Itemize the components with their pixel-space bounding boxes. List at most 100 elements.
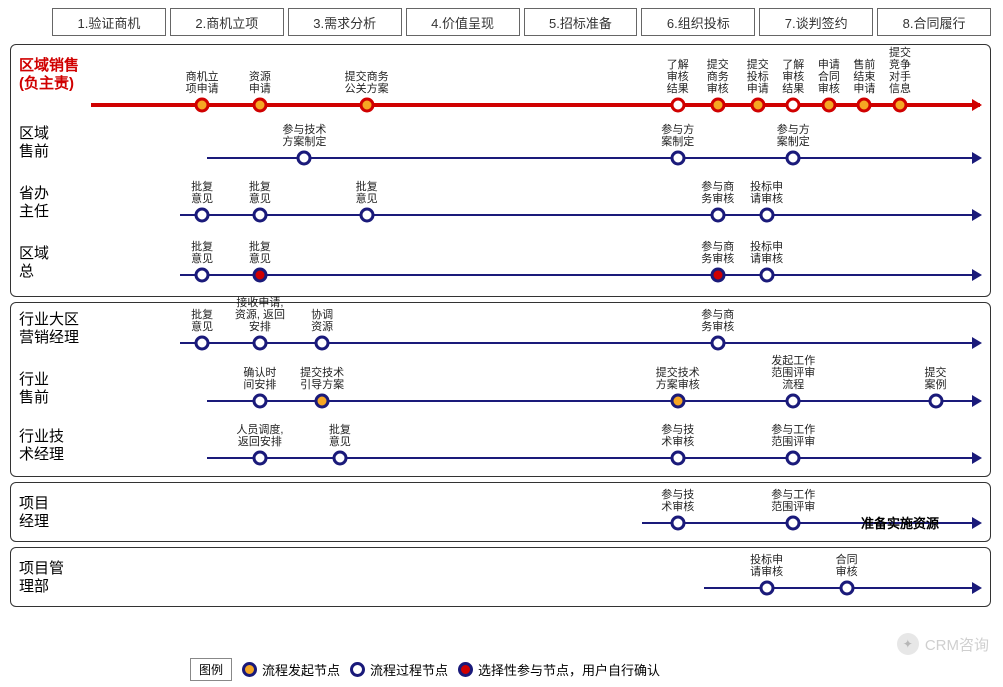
node-label: 参与商 务审核 xyxy=(701,181,734,205)
node-label: 批复 意见 xyxy=(191,181,213,205)
node-process xyxy=(252,451,267,466)
phase-header-8: 8.合同履行 xyxy=(877,8,991,36)
node-label: 批复 意见 xyxy=(249,241,271,265)
node-label: 批复 意见 xyxy=(329,424,351,448)
phase-header-2: 2.商机立项 xyxy=(170,8,284,36)
node-process xyxy=(670,451,685,466)
node-label: 提交技术 引导方案 xyxy=(300,367,344,391)
node-start-red xyxy=(710,98,725,113)
node-process xyxy=(786,451,801,466)
node-start xyxy=(670,394,685,409)
node-process xyxy=(195,208,210,223)
legend-text: 流程过程节点 xyxy=(370,660,448,679)
legend-process-icon xyxy=(350,662,365,677)
node-process xyxy=(670,151,685,166)
timeline xyxy=(180,214,980,217)
phase-header-7: 7.谈判签约 xyxy=(759,8,873,36)
node-label: 提交 商务 审核 xyxy=(707,59,729,95)
lane-label: 区域销售 (负主责) xyxy=(19,57,91,93)
node-label: 提交商务 公关方案 xyxy=(345,71,389,95)
node-start-red xyxy=(195,98,210,113)
node-label: 提交技术 方案审核 xyxy=(656,367,700,391)
node-label: 了解 审核 结果 xyxy=(782,59,804,95)
node-process xyxy=(759,208,774,223)
node-process xyxy=(710,208,725,223)
lane-label: 行业大区 营销经理 xyxy=(19,311,91,347)
node-start xyxy=(315,394,330,409)
node-label: 批复 意见 xyxy=(356,181,378,205)
node-process xyxy=(195,268,210,283)
node-process xyxy=(759,581,774,596)
node-process xyxy=(252,208,267,223)
node-label: 参与工作 范围评审 xyxy=(771,489,815,513)
node-process xyxy=(252,336,267,351)
node-label: 合同 审核 xyxy=(836,554,858,578)
node-label: 提交 投标 申请 xyxy=(747,59,769,95)
node-label: 批复 意见 xyxy=(191,241,213,265)
node-process-red xyxy=(670,98,685,113)
node-start-red xyxy=(857,98,872,113)
node-process xyxy=(759,268,774,283)
legend-text: 选择性参与节点，用户自行确认 xyxy=(478,660,660,679)
node-start-red xyxy=(750,98,765,113)
lane-label: 行业技 术经理 xyxy=(19,428,91,464)
phase-header-1: 1.验证商机 xyxy=(52,8,166,36)
arrowhead-icon xyxy=(972,395,982,407)
node-label: 售前 结束 申请 xyxy=(853,59,875,95)
node-process xyxy=(332,451,347,466)
arrowhead-icon xyxy=(972,337,982,349)
node-label: 参与方 案制定 xyxy=(661,124,694,148)
lane-label: 区域 售前 xyxy=(19,125,91,161)
node-label: 人员调度, 返回安排 xyxy=(236,424,283,448)
node-start-red xyxy=(892,98,907,113)
arrowhead-icon xyxy=(972,269,982,281)
timeline xyxy=(207,157,980,160)
node-process xyxy=(670,516,685,531)
node-label: 提交 竞争 对手 信息 xyxy=(889,47,911,95)
node-label: 参与工作 范围评审 xyxy=(771,424,815,448)
timeline xyxy=(91,103,980,107)
legend-item: 选择性参与节点，用户自行确认 xyxy=(458,660,660,679)
node-start-red xyxy=(359,98,374,113)
arrowhead-icon xyxy=(972,99,982,111)
node-optional xyxy=(710,268,725,283)
node-label: 参与技 术审核 xyxy=(661,424,694,448)
phase-header-row: 1.验证商机2.商机立项3.需求分析4.价值呈现5.招标准备6.组织投标7.谈判… xyxy=(52,8,991,36)
node-label: 商机立 项申请 xyxy=(186,71,219,95)
node-label: 参与方 案制定 xyxy=(777,124,810,148)
inline-note: 准备实施资源 xyxy=(861,513,939,532)
arrowhead-icon xyxy=(972,582,982,594)
node-process xyxy=(928,394,943,409)
arrowhead-icon xyxy=(972,152,982,164)
phase-header-4: 4.价值呈现 xyxy=(406,8,520,36)
node-label: 参与技术 方案制定 xyxy=(282,124,326,148)
timeline xyxy=(180,342,980,345)
panel-0: 区域销售 (负主责)商机立 项申请资源 申请提交商务 公关方案了解 审核 结果提… xyxy=(10,44,991,297)
node-optional xyxy=(252,268,267,283)
node-process-red xyxy=(786,98,801,113)
node-label: 资源 申请 xyxy=(249,71,271,95)
arrowhead-icon xyxy=(972,209,982,221)
node-process xyxy=(252,394,267,409)
node-label: 批复 意见 xyxy=(249,181,271,205)
lane-label: 项目 经理 xyxy=(19,495,91,531)
legend-item: 流程过程节点 xyxy=(350,660,448,679)
node-label: 协调 资源 xyxy=(311,309,333,333)
node-label: 提交 案例 xyxy=(925,367,947,391)
node-process xyxy=(786,394,801,409)
node-process xyxy=(195,336,210,351)
node-process xyxy=(710,336,725,351)
node-label: 了解 审核 结果 xyxy=(667,59,689,95)
node-label: 申请 合同 审核 xyxy=(818,59,840,95)
legend-item: 流程发起节点 xyxy=(242,660,340,679)
node-process xyxy=(839,581,854,596)
lane-label: 项目管 理部 xyxy=(19,560,91,596)
phase-header-5: 5.招标准备 xyxy=(524,8,638,36)
node-start-red xyxy=(252,98,267,113)
node-process xyxy=(786,516,801,531)
phase-header-6: 6.组织投标 xyxy=(641,8,755,36)
watermark-text: CRM咨询 xyxy=(925,634,989,655)
node-process xyxy=(359,208,374,223)
node-label: 投标申 请审核 xyxy=(750,181,783,205)
legend-text: 流程发起节点 xyxy=(262,660,340,679)
